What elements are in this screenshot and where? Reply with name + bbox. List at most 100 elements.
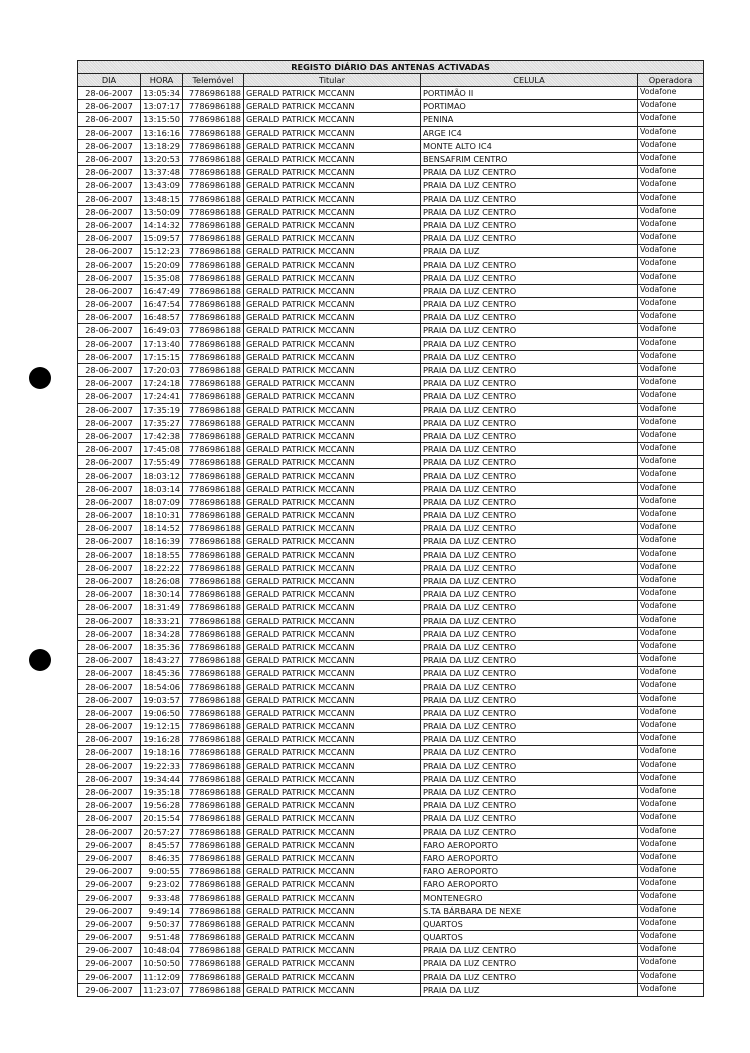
operadora-cell: Vodafone (636, 560, 705, 575)
operadora-cell: Vodafone (636, 890, 705, 905)
operadora-cell: Vodafone (636, 877, 705, 892)
dia-cell: 28-06-2007 (77, 653, 141, 668)
operadora-cell: Vodafone (636, 679, 705, 694)
celula-cell: PRAIA DA LUZ (420, 244, 638, 259)
hora-cell: 9:49:14 (140, 903, 183, 918)
titular-cell: GERALD PATRICK MCCANN (243, 666, 421, 681)
telemovel-cell: 7786986188 (182, 758, 244, 773)
celula-cell: PRAIA DA LUZ CENTRO (420, 442, 638, 457)
operadora-cell: Vodafone (636, 534, 705, 549)
hora-cell: 19:56:28 (140, 798, 183, 813)
celula-cell: PRAIA DA LUZ (420, 982, 638, 997)
operadora-cell: Vodafone (636, 138, 705, 153)
hora-cell: 18:54:06 (140, 679, 183, 694)
operadora-cell: Vodafone (636, 718, 705, 734)
operadora-cell: Vodafone (636, 270, 705, 285)
celula-cell: FARO AEROPORTO (420, 850, 638, 866)
telemovel-cell: 7786986188 (182, 943, 244, 958)
telemovel-cell: 7786986188 (182, 956, 244, 971)
table-row: 28-06-2007 14:14:32 7786986188 GERALD PATRI… (77, 217, 705, 233)
table-row: 28-06-2007 13:20:53 7786986188 GERALD PATRI… (77, 151, 705, 167)
operadora-cell: Vodafone (636, 943, 705, 958)
operadora-cell: Vodafone (636, 771, 705, 786)
hora-cell: 19:22:33 (140, 758, 183, 773)
celula-cell: PRAIA DA LUZ CENTRO (420, 626, 638, 641)
table-row: 28-06-2007 17:15:15 7786986188 GERALD PATRI… (77, 349, 705, 364)
hora-cell: 17:45:08 (140, 442, 183, 457)
titular-cell: GERALD PATRICK MCCANN (243, 916, 421, 932)
table-row: 28-06-2007 15:09:57 7786986188 GERALD PATRI… (77, 231, 705, 246)
hora-cell: 18:03:14 (140, 481, 183, 496)
dia-cell: 28-06-2007 (77, 270, 141, 285)
operadora-cell: Vodafone (636, 732, 705, 747)
operadora-cell: Vodafone (636, 626, 705, 641)
dia-cell: 28-06-2007 (77, 178, 141, 193)
celula-cell: PRAIA DA LUZ CENTRO (420, 178, 638, 193)
telemovel-cell: 7786986188 (182, 600, 244, 615)
hora-cell: 9:33:48 (140, 890, 183, 905)
titular-cell: GERALD PATRICK MCCANN (243, 310, 421, 325)
titular-cell: GERALD PATRICK MCCANN (243, 336, 421, 351)
celula-cell: PRAIA DA LUZ CENTRO (420, 666, 638, 681)
telemovel-cell: 7786986188 (182, 903, 244, 918)
celula-cell: PRAIA DA LUZ CENTRO (420, 336, 638, 351)
hora-cell: 17:13:40 (140, 336, 183, 351)
titular-cell: GERALD PATRICK MCCANN (243, 270, 421, 285)
celula-cell: PRAIA DA LUZ CENTRO (420, 217, 638, 233)
hora-cell: 18:18:55 (140, 547, 183, 562)
titular-cell: GERALD PATRICK MCCANN (243, 824, 421, 839)
titular-cell: GERALD PATRICK MCCANN (243, 837, 421, 852)
telemovel-cell: 7786986188 (182, 349, 244, 364)
operadora-cell: Vodafone (636, 125, 705, 140)
table-row: 28-06-2007 18:54:06 7786986188 GERALD PATRI… (77, 679, 705, 694)
hora-cell: 17:55:49 (140, 455, 183, 470)
celula-cell: PRAIA DA LUZ CENTRO (420, 402, 638, 417)
celula-cell: PRAIA DA LUZ CENTRO (420, 811, 638, 826)
table-row: 28-06-2007 18:34:28 7786986188 GERALD PATRI… (77, 626, 705, 641)
dia-cell: 28-06-2007 (77, 376, 141, 391)
telemovel-cell: 7786986188 (182, 217, 244, 233)
hora-cell: 16:47:49 (140, 283, 183, 299)
table-row: 28-06-2007 18:31:49 7786986188 GERALD PATRI… (77, 600, 705, 615)
celula-cell: PRAIA DA LUZ CENTRO (420, 679, 638, 694)
dia-cell: 28-06-2007 (77, 666, 141, 681)
column-header-telemovel: Telemóvel (182, 73, 244, 87)
titular-cell: GERALD PATRICK MCCANN (243, 376, 421, 391)
hora-cell: 17:24:18 (140, 376, 183, 391)
table-row: 28-06-2007 18:30:14 7786986188 GERALD PATRI… (77, 587, 705, 602)
telemovel-cell: 7786986188 (182, 125, 244, 140)
hora-cell: 17:35:27 (140, 415, 183, 430)
telemovel-cell: 7786986188 (182, 455, 244, 470)
operadora-cell: Vodafone (636, 217, 705, 233)
column-header-celula: CELULA (420, 73, 638, 87)
table-row: 29-06-2007 8:46:35 7786986188 GERALD PATRIC… (77, 850, 705, 866)
titular-cell: GERALD PATRICK MCCANN (243, 929, 421, 945)
titular-cell: GERALD PATRICK MCCANN (243, 560, 421, 575)
titular-cell: GERALD PATRICK MCCANN (243, 125, 421, 140)
hora-cell: 19:34:44 (140, 771, 183, 786)
telemovel-cell: 7786986188 (182, 798, 244, 813)
dia-cell: 28-06-2007 (77, 547, 141, 562)
titular-cell: GERALD PATRICK MCCANN (243, 890, 421, 905)
telemovel-cell: 7786986188 (182, 389, 244, 404)
hora-cell: 19:03:57 (140, 692, 183, 707)
dia-cell: 29-06-2007 (77, 943, 141, 958)
operadora-cell: Vodafone (636, 442, 705, 457)
table-row: 28-06-2007 19:56:28 7786986188 GERALD PATRI… (77, 798, 705, 813)
celula-cell: PRAIA DA LUZ CENTRO (420, 428, 638, 444)
celula-cell: PRAIA DA LUZ CENTRO (420, 732, 638, 747)
celula-cell: PRAIA DA LUZ CENTRO (420, 798, 638, 813)
celula-cell: MONTE ALTO IC4 (420, 138, 638, 153)
telemovel-cell: 7786986188 (182, 442, 244, 457)
table-row: 28-06-2007 17:42:38 7786986188 GERALD PATRI… (77, 428, 705, 444)
table-row: 28-06-2007 18:16:39 7786986188 GERALD PATRI… (77, 534, 705, 549)
dia-cell: 28-06-2007 (77, 481, 141, 496)
telemovel-cell: 7786986188 (182, 837, 244, 852)
titular-cell: GERALD PATRICK MCCANN (243, 455, 421, 470)
dia-cell: 28-06-2007 (77, 692, 141, 707)
celula-cell: PRAIA DA LUZ CENTRO (420, 573, 638, 589)
celula-cell: PRAIA DA LUZ CENTRO (420, 587, 638, 602)
table-row: 29-06-2007 10:50:50 7786986188 GERALD PATRI… (77, 956, 705, 971)
telemovel-cell: 7786986188 (182, 877, 244, 892)
telemovel-cell: 7786986188 (182, 85, 244, 101)
